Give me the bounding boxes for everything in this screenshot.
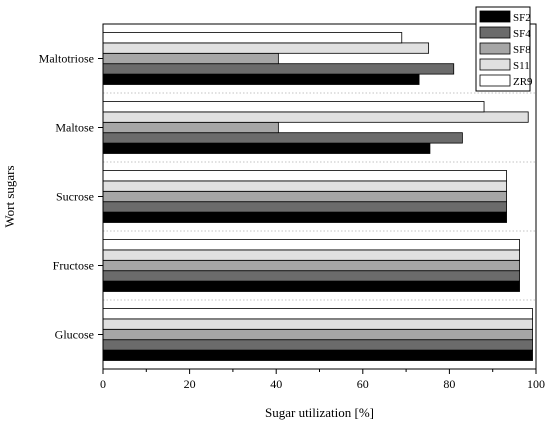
bar-maltotriose-s11	[102, 42, 430, 54]
bar-sucrose-s11	[102, 180, 507, 192]
bar-maltotriose-zr9	[102, 32, 403, 44]
y-axis-title: Wort sugars	[2, 165, 17, 227]
bar-fructose-sf4	[102, 270, 520, 282]
x-axis-title: Sugar utilization [%]	[265, 405, 374, 420]
legend-swatch-s11	[479, 58, 511, 71]
y-tick-label-fructose: Fructose	[53, 259, 94, 273]
bar-fructose-s11	[102, 249, 520, 261]
legend-swatch-sf2	[479, 10, 511, 23]
bar-glucose-s11	[102, 318, 533, 330]
bar-maltose-sf4	[102, 132, 463, 144]
x-tick-label-20: 20	[184, 377, 196, 391]
x-tick-label-40: 40	[270, 377, 282, 391]
bar-glucose-zr9	[102, 308, 533, 320]
bar-fructose-zr9	[102, 239, 520, 251]
y-tick-label-glucose: Glucose	[55, 328, 94, 342]
y-tick-label-maltotriose: Maltotriose	[39, 52, 94, 66]
x-tick-label-80: 80	[443, 377, 455, 391]
legend-label-s11: S11	[513, 60, 530, 72]
bar-glucose-sf4	[102, 339, 533, 351]
bar-sucrose-zr9	[102, 170, 507, 182]
legend-swatch-sf4	[479, 26, 511, 39]
bar-maltotriose-sf2	[102, 73, 420, 85]
bar-maltose-sf8	[102, 121, 279, 134]
legend-label-sf8: SF8	[513, 44, 531, 56]
x-tick-label-60: 60	[357, 377, 369, 391]
x-tick-label-100: 100	[527, 377, 545, 391]
y-tick-label-sucrose: Sucrose	[56, 190, 94, 204]
y-tick-label-maltose: Maltose	[55, 121, 94, 135]
bar-sucrose-sf8	[102, 190, 507, 203]
bar-maltotriose-sf8	[102, 52, 279, 65]
bar-fructose-sf8	[102, 259, 520, 272]
legend-label-zr9: ZR9	[513, 76, 533, 88]
bar-sucrose-sf2	[102, 211, 507, 223]
bar-maltose-zr9	[102, 101, 485, 113]
legend-swatch-zr9	[479, 74, 511, 87]
bar-maltose-sf2	[102, 142, 431, 154]
x-tick-label-0: 0	[100, 377, 106, 391]
bar-maltotriose-sf4	[102, 63, 455, 75]
legend-label-sf4: SF4	[513, 28, 531, 40]
bar-glucose-sf8	[102, 328, 533, 341]
legend-swatch-sf8	[479, 42, 511, 55]
bar-sucrose-sf4	[102, 201, 507, 213]
bar-fructose-sf2	[102, 280, 520, 292]
bar-glucose-sf2	[102, 349, 533, 361]
legend-label-sf2: SF2	[513, 12, 531, 24]
bar-maltose-s11	[102, 111, 529, 123]
